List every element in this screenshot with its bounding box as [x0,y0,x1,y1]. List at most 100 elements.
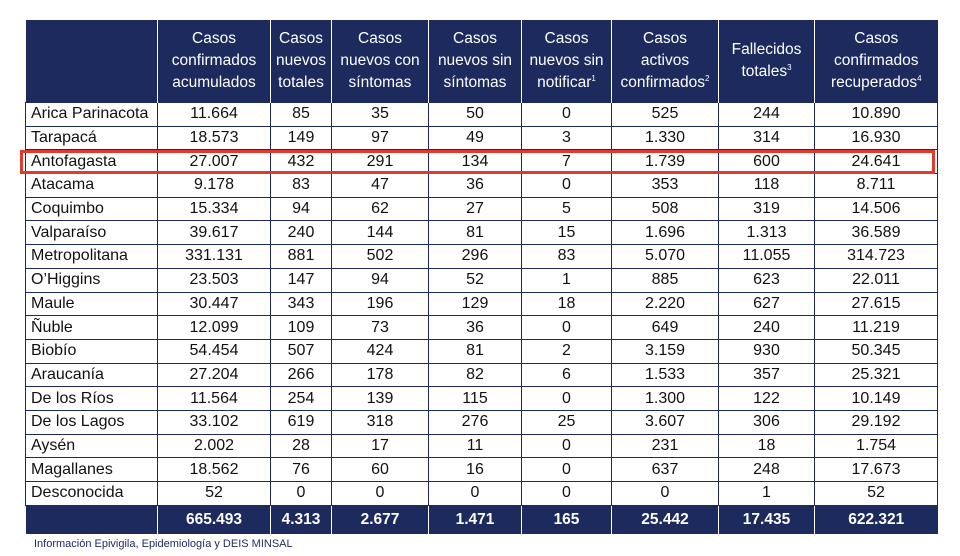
value-cell: 109 [270,315,332,340]
value-cell: 1 [718,481,815,506]
value-cell: 15.334 [157,196,271,222]
value-cell: 1.533 [611,362,719,388]
value-cell: 144 [331,220,429,246]
table-row: Metropolitana 331.131 881 502 296 83 5.070 11.0… [25,244,938,269]
region-name-cell: Antofagasta [25,149,158,175]
column-header-line: síntomas [443,74,507,91]
table-row: O’Higgins 23.503 147 94 52 1 885 623 22.011 [25,267,938,293]
value-cell: 39.617 [157,220,271,246]
value-cell: 1.696 [611,220,719,246]
footnote-marker: 2 [704,73,710,83]
value-cell: 3.607 [611,409,719,435]
column-header-line: Casos [453,30,497,47]
column-header-line: recuperados [830,74,918,91]
value-cell: 18 [521,291,612,317]
value-cell: 318 [331,409,429,435]
value-cell: 47 [331,173,429,198]
region-name-cell: De los Ríos [25,386,158,411]
value-cell: 134 [428,149,522,175]
column-header: Casos nuevos sin notificar1 [521,20,612,103]
value-cell: 11 [428,433,522,459]
region-name-cell: Araucanía [25,362,158,388]
total-cell: 165 [521,505,612,534]
table-row: Antofagasta 27.007 432 291 134 7 1.739 600 24.64… [25,149,938,175]
covid-cases-table-container: Casos confirmados acumulados Casos nuevos tot… [25,20,938,534]
table-row: De los Lagos 33.102 619 318 276 25 3.607 306 29.… [25,409,938,435]
value-cell: 432 [270,149,332,175]
region-name-cell: Metropolitana [25,244,158,269]
column-header: Casos confirmados recuperados4 [814,20,938,103]
column-header-line: notificar [537,74,592,91]
value-cell: 97 [331,125,429,151]
table-row: Coquimbo 15.334 94 62 27 5 508 319 14.506 [25,196,938,222]
value-cell: 81 [428,338,522,364]
value-cell: 178 [331,362,429,388]
table-row: Ñuble 12.099 109 73 36 0 649 240 11.219 [25,315,938,340]
total-cell: 17.435 [718,505,815,534]
value-cell: 2.220 [611,291,719,317]
value-cell: 0 [428,481,522,506]
value-cell: 11.055 [718,244,815,269]
value-cell: 12.099 [157,315,271,340]
table-row: Maule 30.447 343 196 129 18 2.220 627 27.615 [25,291,938,317]
value-cell: 254 [270,386,332,411]
value-cell: 29.192 [814,409,938,435]
value-cell: 54.454 [157,338,271,364]
value-cell: 17 [331,433,429,459]
value-cell: 18.562 [157,457,271,482]
column-header-line: confirmados [171,52,257,69]
covid-cases-table: Casos confirmados acumulados Casos nuevos tot… [25,20,938,534]
value-cell: 81 [428,220,522,246]
total-cell: 665.493 [157,505,271,534]
value-cell: 240 [718,315,815,340]
value-cell: 306 [718,409,815,435]
value-cell: 18.573 [157,125,271,151]
total-cell: 4.313 [270,505,332,534]
value-cell: 525 [611,102,719,127]
table-footer: 665.493 4.313 2.677 1.471 165 25.442 17.435 622… [25,505,938,534]
value-cell: 35 [331,102,429,127]
value-cell: 1.754 [814,433,938,459]
value-cell: 11.219 [814,315,938,340]
column-header-line: Fallecidos [731,41,802,58]
value-cell: 36.589 [814,220,938,246]
value-cell: 62 [331,196,429,222]
value-cell: 0 [331,481,429,506]
value-cell: 27.204 [157,362,271,388]
column-header-line: Casos [192,30,236,47]
table-row: Desconocida 52 0 0 0 0 0 1 52 [25,481,938,506]
value-cell: 0 [521,386,612,411]
value-cell: 18 [718,433,815,459]
column-header: Casos nuevos totales [270,20,332,103]
column-header: Fallecidos totales3 [718,20,815,103]
value-cell: 94 [331,267,429,293]
value-cell: 881 [270,244,332,269]
value-cell: 0 [521,102,612,127]
total-cell: 2.677 [331,505,429,534]
region-name-cell: Tarapacá [25,125,158,151]
value-cell: 885 [611,267,719,293]
value-cell: 244 [718,102,815,127]
value-cell: 0 [521,173,612,198]
value-cell: 5.070 [611,244,719,269]
value-cell: 276 [428,409,522,435]
table-row: Araucanía 27.204 266 178 82 6 1.533 357 25.321 [25,362,938,388]
totals-row: 665.493 4.313 2.677 1.471 165 25.442 17.435 622… [25,505,938,534]
column-header-line: Casos [358,30,402,47]
value-cell: 1 [521,267,612,293]
value-cell: 0 [521,457,612,482]
footnote-marker: 4 [917,73,922,83]
column-header-line: acumulados [172,74,256,91]
value-cell: 649 [611,315,719,340]
region-name-cell: Aysén [25,433,158,459]
value-cell: 314 [718,125,815,151]
region-name-cell: Biobío [25,338,158,364]
value-cell: 28 [270,433,332,459]
value-cell: 0 [270,481,332,506]
value-cell: 16.930 [814,125,938,151]
value-cell: 508 [611,196,719,222]
value-cell: 291 [331,149,429,175]
value-cell: 637 [611,457,719,482]
value-cell: 3.159 [611,338,719,364]
value-cell: 147 [270,267,332,293]
